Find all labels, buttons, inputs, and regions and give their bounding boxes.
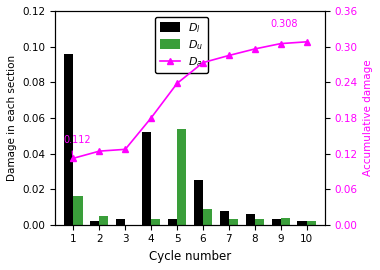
Bar — [99, 216, 108, 225]
$D_a$ — [123, 148, 128, 151]
Line: $D_a$: $D_a$ — [70, 38, 310, 162]
Bar — [142, 132, 151, 225]
$D_a$ — [201, 61, 205, 64]
Bar — [255, 220, 264, 225]
Bar — [65, 54, 73, 225]
Bar — [272, 220, 281, 225]
Bar — [246, 214, 255, 225]
Bar — [168, 220, 177, 225]
Bar — [307, 221, 315, 225]
Bar — [73, 196, 82, 225]
$D_a$ — [71, 157, 76, 160]
Bar — [298, 221, 307, 225]
$D_a$ — [252, 47, 257, 50]
Bar — [151, 220, 160, 225]
Bar — [203, 209, 212, 225]
Text: 0.112: 0.112 — [63, 135, 91, 156]
$D_a$ — [175, 82, 179, 85]
$D_a$ — [97, 150, 101, 153]
X-axis label: Cycle number: Cycle number — [149, 250, 231, 263]
Bar — [281, 218, 290, 225]
Bar — [177, 129, 186, 225]
Y-axis label: Accumulative damage: Accumulative damage — [363, 60, 373, 176]
$D_a$ — [279, 42, 283, 45]
Bar — [220, 211, 229, 225]
$D_a$ — [149, 116, 154, 120]
$D_a$ — [226, 54, 231, 57]
Bar — [229, 220, 238, 225]
$D_a$ — [304, 40, 309, 43]
Bar — [194, 180, 203, 225]
Legend: $D_l$, $D_u$, $D_a$: $D_l$, $D_u$, $D_a$ — [155, 16, 208, 73]
Bar — [116, 220, 125, 225]
Text: 0.308: 0.308 — [270, 19, 298, 29]
Bar — [90, 221, 99, 225]
Y-axis label: Damage in each section: Damage in each section — [7, 55, 17, 181]
